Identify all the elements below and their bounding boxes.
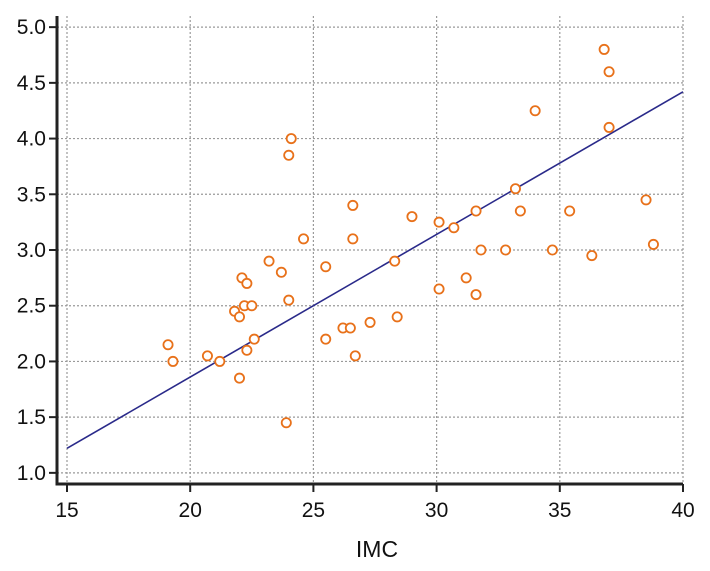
y-tick-label: 3.5 bbox=[17, 183, 46, 206]
data-point bbox=[475, 244, 487, 256]
data-point bbox=[320, 261, 332, 273]
data-point bbox=[201, 350, 213, 362]
data-point bbox=[640, 194, 652, 206]
y-tick-label: 1.0 bbox=[17, 462, 46, 485]
data-point bbox=[509, 183, 521, 195]
data-point bbox=[298, 233, 310, 245]
data-point bbox=[283, 149, 295, 161]
y-tick-label: 2.5 bbox=[17, 295, 46, 318]
x-tick-label: 20 bbox=[179, 499, 202, 522]
data-point bbox=[263, 255, 275, 267]
data-point bbox=[500, 244, 512, 256]
data-point bbox=[347, 199, 359, 211]
x-tick-label: 30 bbox=[425, 499, 448, 522]
regression-line-group bbox=[66, 91, 684, 450]
data-point bbox=[586, 250, 598, 262]
data-point bbox=[603, 66, 615, 78]
regression-line bbox=[66, 91, 684, 450]
data-point bbox=[285, 133, 297, 145]
data-point bbox=[283, 294, 295, 306]
data-point bbox=[162, 339, 174, 351]
data-point bbox=[391, 311, 403, 323]
data-point bbox=[241, 277, 253, 289]
x-axis-label: IMC bbox=[356, 536, 398, 562]
data-point bbox=[389, 255, 401, 267]
data-point bbox=[529, 105, 541, 117]
y-tick-label: 4.5 bbox=[17, 72, 46, 95]
data-point bbox=[233, 372, 245, 384]
data-point bbox=[546, 244, 558, 256]
data-point bbox=[647, 238, 659, 250]
y-tick-label: 2.0 bbox=[17, 350, 46, 373]
data-point bbox=[364, 316, 376, 328]
data-point bbox=[275, 266, 287, 278]
data-point bbox=[564, 205, 576, 217]
data-point bbox=[406, 211, 418, 223]
y-tick-label: 5.0 bbox=[17, 16, 46, 39]
data-point bbox=[470, 205, 482, 217]
x-tick-label: 15 bbox=[55, 499, 78, 522]
tick-labels: 1.0 1.5 2.0 2.5 3.0 3.5 4.0 4.5 5.0 15 20 25 30 35 40 bbox=[17, 16, 695, 522]
data-point bbox=[241, 344, 253, 356]
data-point bbox=[470, 289, 482, 301]
x-tick-label: 25 bbox=[302, 499, 325, 522]
data-point bbox=[460, 272, 472, 284]
y-tick-label: 1.5 bbox=[17, 406, 46, 429]
data-point bbox=[514, 205, 526, 217]
data-point bbox=[233, 311, 245, 323]
data-point bbox=[214, 355, 226, 367]
data-point bbox=[603, 121, 615, 133]
axes bbox=[49, 16, 684, 492]
grid-lines bbox=[57, 16, 684, 484]
data-point bbox=[320, 333, 332, 345]
data-point bbox=[448, 222, 460, 234]
data-point bbox=[248, 333, 260, 345]
data-point bbox=[433, 283, 445, 295]
y-tick-label: 3.0 bbox=[17, 239, 46, 262]
data-point bbox=[280, 417, 292, 429]
data-point bbox=[167, 355, 179, 367]
x-tick-label: 40 bbox=[671, 499, 694, 522]
data-point bbox=[433, 216, 445, 228]
data-point bbox=[349, 350, 361, 362]
data-points bbox=[162, 43, 659, 429]
y-tick-label: 4.0 bbox=[17, 128, 46, 151]
data-point bbox=[598, 43, 610, 55]
x-tick-label: 35 bbox=[548, 499, 571, 522]
data-point bbox=[246, 300, 258, 312]
data-point bbox=[344, 322, 356, 334]
data-point bbox=[347, 233, 359, 245]
